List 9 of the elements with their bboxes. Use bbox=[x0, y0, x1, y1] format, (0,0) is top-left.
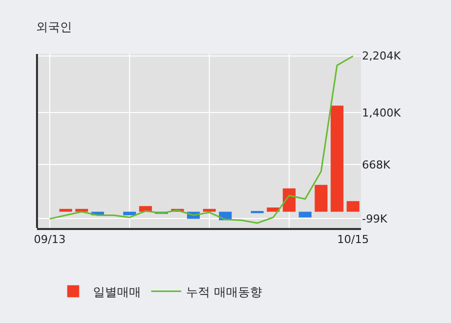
legend-label: 누적 매매동향 bbox=[186, 284, 262, 299]
x-tick-label: 10/15 bbox=[337, 233, 369, 246]
y-tick-label: 2,204K bbox=[362, 50, 402, 63]
y-tick-label: -99K bbox=[362, 212, 388, 226]
chart-title: 외국인 bbox=[36, 20, 72, 34]
legend-label: 일별매매 bbox=[93, 284, 142, 299]
y-tick-label: 668K bbox=[362, 158, 391, 172]
x-tick-label: 09/13 bbox=[34, 233, 66, 246]
y-tick-label: 1,400K bbox=[362, 106, 402, 120]
